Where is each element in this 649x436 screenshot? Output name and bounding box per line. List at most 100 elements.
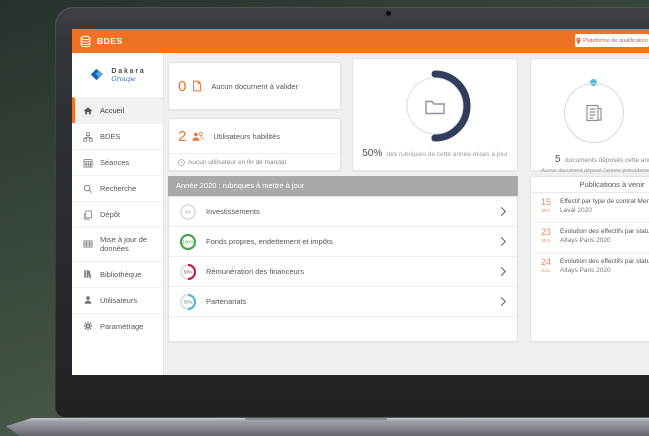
- rubrique-label: Fonds propres, endettement et impôts: [206, 237, 333, 246]
- rubriques-section-header: Année 2020 : rubriques à mettre à jour: [168, 176, 518, 196]
- pin-icon: [576, 37, 581, 44]
- progress-ring: 50%: [179, 263, 197, 280]
- search-icon: [83, 184, 94, 194]
- progress-ring: 0%: [179, 203, 197, 220]
- logo-subtitle: Groupe: [111, 74, 136, 83]
- publication-text: Evolution des effectifs par statut Altay…: [560, 228, 649, 244]
- company-logo: Dakara Groupe: [72, 53, 163, 97]
- topbar: BDES Plateforme de qualification: [72, 29, 649, 53]
- progress-ring: 50%: [179, 293, 197, 310]
- environment-badge-label: Plateforme de qualification: [583, 37, 648, 44]
- documents-to-validate-label: Aucun document à valider: [211, 81, 299, 91]
- library-icon: [83, 269, 94, 279]
- users-card-top: 2 Utilisateurs habilités: [169, 119, 340, 154]
- sidebar-item-recherche[interactable]: Recherche: [72, 175, 163, 201]
- users-footer-label: Aucun utilisateur en fin de mandat: [188, 158, 287, 166]
- publication-item[interactable]: 15 MAI Effectif par type de contrat Mens…: [531, 193, 649, 223]
- users-count: 2: [178, 127, 187, 145]
- sidebar-item-label: Bibliothèque: [100, 269, 142, 279]
- users-label: Utilisateurs habilités: [213, 131, 281, 141]
- publication-text: Evolution des effectifs par statut Altay…: [560, 258, 649, 274]
- publication-date: 24 JUIL: [540, 257, 552, 273]
- home-icon: [83, 106, 94, 116]
- documents-to-validate-count: 0: [178, 77, 187, 95]
- deposited-documents-card: 5 documents déposés cette année Aucun do…: [530, 58, 649, 174]
- app-title: BDES: [97, 36, 123, 46]
- database-icon: [79, 35, 92, 48]
- laptop-base: [6, 418, 649, 436]
- environment-badge: Plateforme de qualification: [575, 34, 649, 47]
- sidebar-item-label: BDES: [100, 131, 121, 141]
- deposits-count: 5: [555, 154, 561, 165]
- newspaper-icon: [586, 104, 602, 122]
- clock-icon: [178, 158, 185, 166]
- sidebar-item-mise-a-jour[interactable]: Mise à jour de données: [72, 227, 163, 261]
- document-icon: [193, 80, 202, 92]
- chevron-right-icon: [500, 206, 507, 217]
- sidebar: Dakara Groupe Accueil BDES: [72, 53, 164, 375]
- svg-text:50%: 50%: [184, 269, 193, 274]
- rubrique-label: Rémunération des financeurs: [206, 267, 304, 276]
- publications-card: Publications à venir 15 MAI Effectif par…: [530, 176, 649, 342]
- pages-icon: [83, 210, 94, 220]
- sidebar-item-label: Paramétrage: [100, 321, 144, 331]
- publication-date: 23 MAI: [540, 227, 551, 243]
- rubrique-row-investissements[interactable]: 0% Investissements: [169, 197, 517, 227]
- svg-text:50%: 50%: [184, 299, 193, 304]
- deposits-caption: 5 documents déposés cette année Aucun do…: [541, 149, 649, 174]
- deposits-circle: [564, 83, 624, 143]
- webcam: [386, 11, 391, 16]
- publication-item[interactable]: 23 MAI Evolution des effectifs par statu…: [531, 223, 649, 253]
- rubrique-row-fonds-propres[interactable]: 100% Fonds propres, endettement et impôt…: [169, 227, 517, 257]
- chevron-right-icon: [500, 296, 507, 307]
- app-screen: BDES Plateforme de qualification Dakara …: [72, 29, 649, 375]
- progress-dot: [590, 79, 597, 86]
- publication-text: Effectif par type de contrat Mensuel Lav…: [560, 198, 649, 214]
- donut-chart: [394, 65, 476, 147]
- sidebar-item-bdes[interactable]: BDES: [72, 123, 163, 149]
- dakara-logo-icon: [91, 68, 104, 80]
- sidebar-item-accueil[interactable]: Accueil: [72, 97, 163, 123]
- sidebar-item-label: Recherche: [100, 183, 137, 193]
- chevron-right-icon: [500, 266, 507, 277]
- hierarchy-icon: [83, 132, 94, 142]
- sidebar-item-utilisateurs[interactable]: Utilisateurs: [72, 286, 163, 313]
- sidebar-item-label: Accueil: [100, 105, 125, 115]
- sidebar-item-label: Séances: [100, 157, 130, 167]
- sidebar-item-bibliotheque[interactable]: Bibliothèque: [72, 260, 163, 287]
- sidebar-item-label: Mise à jour de données: [100, 235, 148, 254]
- chevron-right-icon: [500, 236, 507, 247]
- laptop-base-notch: [245, 418, 387, 422]
- calendar-icon: [83, 158, 94, 168]
- sidebar-item-depot[interactable]: Dépôt: [72, 201, 163, 227]
- documents-to-validate-card: 0 Aucun document à valider: [168, 62, 341, 110]
- rubrique-row-remuneration[interactable]: 50% Rémunération des financeurs: [169, 257, 517, 287]
- rubriques-progress-card: 50% des rubriques de cette année mises à…: [352, 58, 518, 171]
- donut-caption: 50% des rubriques de cette année mises à…: [353, 143, 517, 161]
- deposits-label: documents déposés cette année: [565, 157, 649, 164]
- users-card: 2 Utilisateurs habilités Aucun utilisate…: [168, 118, 341, 171]
- deposits-sublabel: Aucun document déposé l'année précédente: [541, 168, 649, 174]
- sidebar-item-seances[interactable]: Séances: [72, 149, 163, 175]
- user-icon: [83, 295, 94, 305]
- publications-header: Publications à venir: [531, 177, 649, 193]
- sidebar-item-label: Utilisateurs: [100, 295, 138, 305]
- main-content: 0 Aucun document à valider 2 Utilisateur…: [164, 53, 649, 375]
- sidebar-item-parametrage[interactable]: Paramétrage: [72, 312, 163, 339]
- svg-text:0%: 0%: [185, 209, 191, 214]
- table-icon: [83, 239, 94, 249]
- logo-name: Dakara: [111, 67, 146, 75]
- users-card-footer: Aucun utilisateur en fin de mandat: [169, 154, 340, 170]
- publication-date: 15 MAI: [540, 197, 551, 213]
- progress-ring: 100%: [179, 233, 197, 250]
- rubriques-list: 0% Investissements 100% Fonds propres, e…: [168, 196, 518, 342]
- donut-percent: 50%: [362, 148, 383, 159]
- rubrique-label: Investissements: [206, 207, 260, 216]
- donut-label: des rubriques de cette année mises à jou…: [386, 151, 508, 158]
- gear-icon: [83, 321, 94, 331]
- rubrique-row-partenariats[interactable]: 50% Partenariats: [169, 287, 517, 317]
- publication-item[interactable]: 24 JUIL Evolution des effectifs par stat…: [531, 253, 649, 283]
- rubrique-label: Partenariats: [206, 297, 247, 306]
- users-icon: [192, 131, 205, 141]
- sidebar-item-label: Dépôt: [100, 209, 121, 219]
